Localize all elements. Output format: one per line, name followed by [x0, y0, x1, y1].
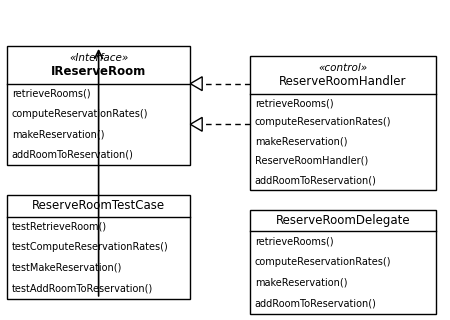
Text: IReserveRoom: IReserveRoom: [51, 65, 146, 78]
Text: makeReservation(): makeReservation(): [12, 130, 104, 140]
Text: ReserveRoomTestCase: ReserveRoomTestCase: [32, 199, 165, 212]
Text: ReserveRoomDelegate: ReserveRoomDelegate: [276, 214, 410, 227]
Text: testMakeReservation(): testMakeReservation(): [12, 263, 122, 273]
Text: computeReservationRates(): computeReservationRates(): [255, 117, 391, 127]
Bar: [250, 210, 436, 314]
Text: computeReservationRates(): computeReservationRates(): [255, 257, 391, 267]
Bar: [7, 46, 190, 165]
Text: testComputeReservationRates(): testComputeReservationRates(): [12, 242, 169, 252]
Bar: [7, 195, 190, 299]
Text: ReserveRoomHandler: ReserveRoomHandler: [279, 75, 407, 88]
Text: ReserveRoomHandler(): ReserveRoomHandler(): [255, 156, 368, 166]
Text: «Interface»: «Interface»: [69, 53, 128, 63]
Text: retrieveRooms(): retrieveRooms(): [255, 237, 333, 247]
Text: computeReservationRates(): computeReservationRates(): [12, 109, 148, 119]
Text: addRoomToReservation(): addRoomToReservation(): [255, 175, 377, 185]
Bar: [250, 56, 436, 190]
Text: retrieveRooms(): retrieveRooms(): [255, 98, 333, 108]
Text: addRoomToReservation(): addRoomToReservation(): [12, 150, 134, 160]
Polygon shape: [190, 77, 202, 91]
Polygon shape: [190, 117, 202, 131]
Text: retrieveRooms(): retrieveRooms(): [12, 89, 90, 99]
Text: testRetrieveRoom(): testRetrieveRoom(): [12, 222, 107, 232]
Text: testAddRoomToReservation(): testAddRoomToReservation(): [12, 284, 153, 293]
Text: addRoomToReservation(): addRoomToReservation(): [255, 298, 377, 308]
Text: makeReservation(): makeReservation(): [255, 137, 347, 147]
Text: «control»: «control»: [319, 63, 368, 73]
Text: makeReservation(): makeReservation(): [255, 278, 347, 288]
